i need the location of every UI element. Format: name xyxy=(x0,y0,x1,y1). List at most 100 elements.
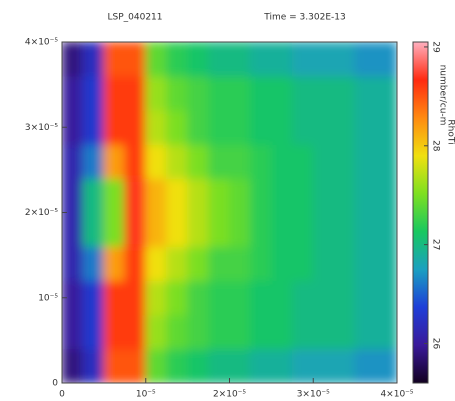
heatmap-cell xyxy=(291,280,314,316)
x-tick-label: 10⁻⁵ xyxy=(136,390,156,400)
heatmap-cell xyxy=(291,42,314,77)
heatmap-cell xyxy=(124,75,147,111)
heatmap-cell xyxy=(62,177,84,213)
heatmap-cell xyxy=(145,212,168,248)
heatmap-cell xyxy=(333,109,356,145)
heatmap-cell xyxy=(62,75,84,111)
heatmap-cell xyxy=(62,314,84,350)
heatmap-cell xyxy=(208,109,230,145)
heatmap-cell xyxy=(124,143,147,179)
heatmap-cell xyxy=(62,143,84,179)
heatmap-cell xyxy=(124,212,147,248)
heatmap-cell xyxy=(145,177,168,213)
heatmap-cell xyxy=(354,280,377,316)
heatmap-cell xyxy=(166,42,189,77)
heatmap-cell xyxy=(312,212,335,248)
heatmap-cell xyxy=(62,246,84,282)
heatmap-cell xyxy=(82,314,105,350)
heatmap-cell xyxy=(270,212,293,248)
heatmap-cell xyxy=(187,212,210,248)
chart-subtitle: Time = 3.302E-13 xyxy=(263,13,345,23)
heatmap-cell xyxy=(166,109,189,145)
heatmap-cell xyxy=(187,348,210,383)
heatmap-cell xyxy=(208,143,230,179)
heatmap-cell xyxy=(312,75,335,111)
heatmap-cell xyxy=(124,42,147,77)
heatmap-cell xyxy=(270,143,293,179)
heatmap-cell xyxy=(229,42,251,77)
heatmap-cell xyxy=(208,280,230,316)
heatmap-cell xyxy=(124,348,147,383)
heatmap-cell xyxy=(208,246,230,282)
heatmap-cell xyxy=(82,348,105,383)
heatmap-cell xyxy=(249,75,272,111)
heatmap-cell xyxy=(333,143,356,179)
heatmap-cell xyxy=(124,246,147,282)
heatmap-cell xyxy=(103,109,126,145)
heatmap-cell xyxy=(145,109,168,145)
heatmap-cell xyxy=(249,143,272,179)
heatmap-cell xyxy=(62,280,84,316)
heatmap-cell xyxy=(166,246,189,282)
y-tick-label: 2×10⁻⁵ xyxy=(25,208,58,218)
heatmap-cell xyxy=(354,212,377,248)
heatmap-cell xyxy=(145,143,168,179)
colorbar-tick-label: 26 xyxy=(431,338,441,350)
heatmap-cell xyxy=(166,280,189,316)
chart-title: LSP_040211 xyxy=(107,13,162,23)
heatmap-cell xyxy=(270,348,293,383)
heatmap-cell xyxy=(208,177,230,213)
heatmap-cell xyxy=(82,42,105,77)
heatmap-cell xyxy=(312,143,335,179)
colorbar xyxy=(412,41,429,384)
heatmap-cell xyxy=(229,177,251,213)
heatmap-cell xyxy=(103,75,126,111)
heatmap-cell xyxy=(187,280,210,316)
heatmap-cell xyxy=(291,143,314,179)
heatmap-cell xyxy=(145,42,168,77)
heatmap-cell xyxy=(291,75,314,111)
heatmap-cell xyxy=(333,42,356,77)
heatmap-cell xyxy=(229,348,251,383)
y-tick-label: 0 xyxy=(52,379,58,389)
heatmap-cell xyxy=(312,280,335,316)
heatmap-cell xyxy=(312,42,335,77)
heatmap-cell xyxy=(166,212,189,248)
heatmap-cell xyxy=(62,42,84,77)
heatmap-cell xyxy=(270,109,293,145)
heatmap-cell xyxy=(166,314,189,350)
heatmap-cell xyxy=(291,212,314,248)
heatmap-cell xyxy=(270,246,293,282)
colorbar-tick-label: 29 xyxy=(431,41,441,53)
heatmap-cell xyxy=(375,109,397,145)
heatmap-cell xyxy=(166,348,189,383)
heatmap-cell xyxy=(270,42,293,77)
heatmap-cell xyxy=(270,75,293,111)
heatmap-cell xyxy=(82,212,105,248)
heatmap-cell xyxy=(208,348,230,383)
heatmap-cell xyxy=(333,314,356,350)
heatmap-cell xyxy=(229,75,251,111)
heatmap-cell xyxy=(270,314,293,350)
y-tick-label: 3×10⁻⁵ xyxy=(25,123,58,133)
heatmap-cell xyxy=(333,246,356,282)
heatmap-cell xyxy=(249,109,272,145)
y-tick-label: 4×10⁻⁵ xyxy=(25,38,58,48)
heatmap-cell xyxy=(187,143,210,179)
heatmap-cell xyxy=(312,348,335,383)
heatmap-cell xyxy=(354,109,377,145)
heatmap-cell xyxy=(145,314,168,350)
heatmap-cell xyxy=(103,212,126,248)
heatmap-cell xyxy=(291,348,314,383)
heatmap-cell xyxy=(145,75,168,111)
heatmap-cell xyxy=(229,246,251,282)
heatmap-cell xyxy=(333,177,356,213)
heatmap-cell xyxy=(103,246,126,282)
heatmap-cell xyxy=(354,143,377,179)
heatmap-cell xyxy=(312,314,335,350)
heatmap-cell xyxy=(249,246,272,282)
heatmap-cell xyxy=(103,280,126,316)
heatmap-cell xyxy=(333,212,356,248)
colorbar-label: RhoTi xyxy=(446,119,455,144)
